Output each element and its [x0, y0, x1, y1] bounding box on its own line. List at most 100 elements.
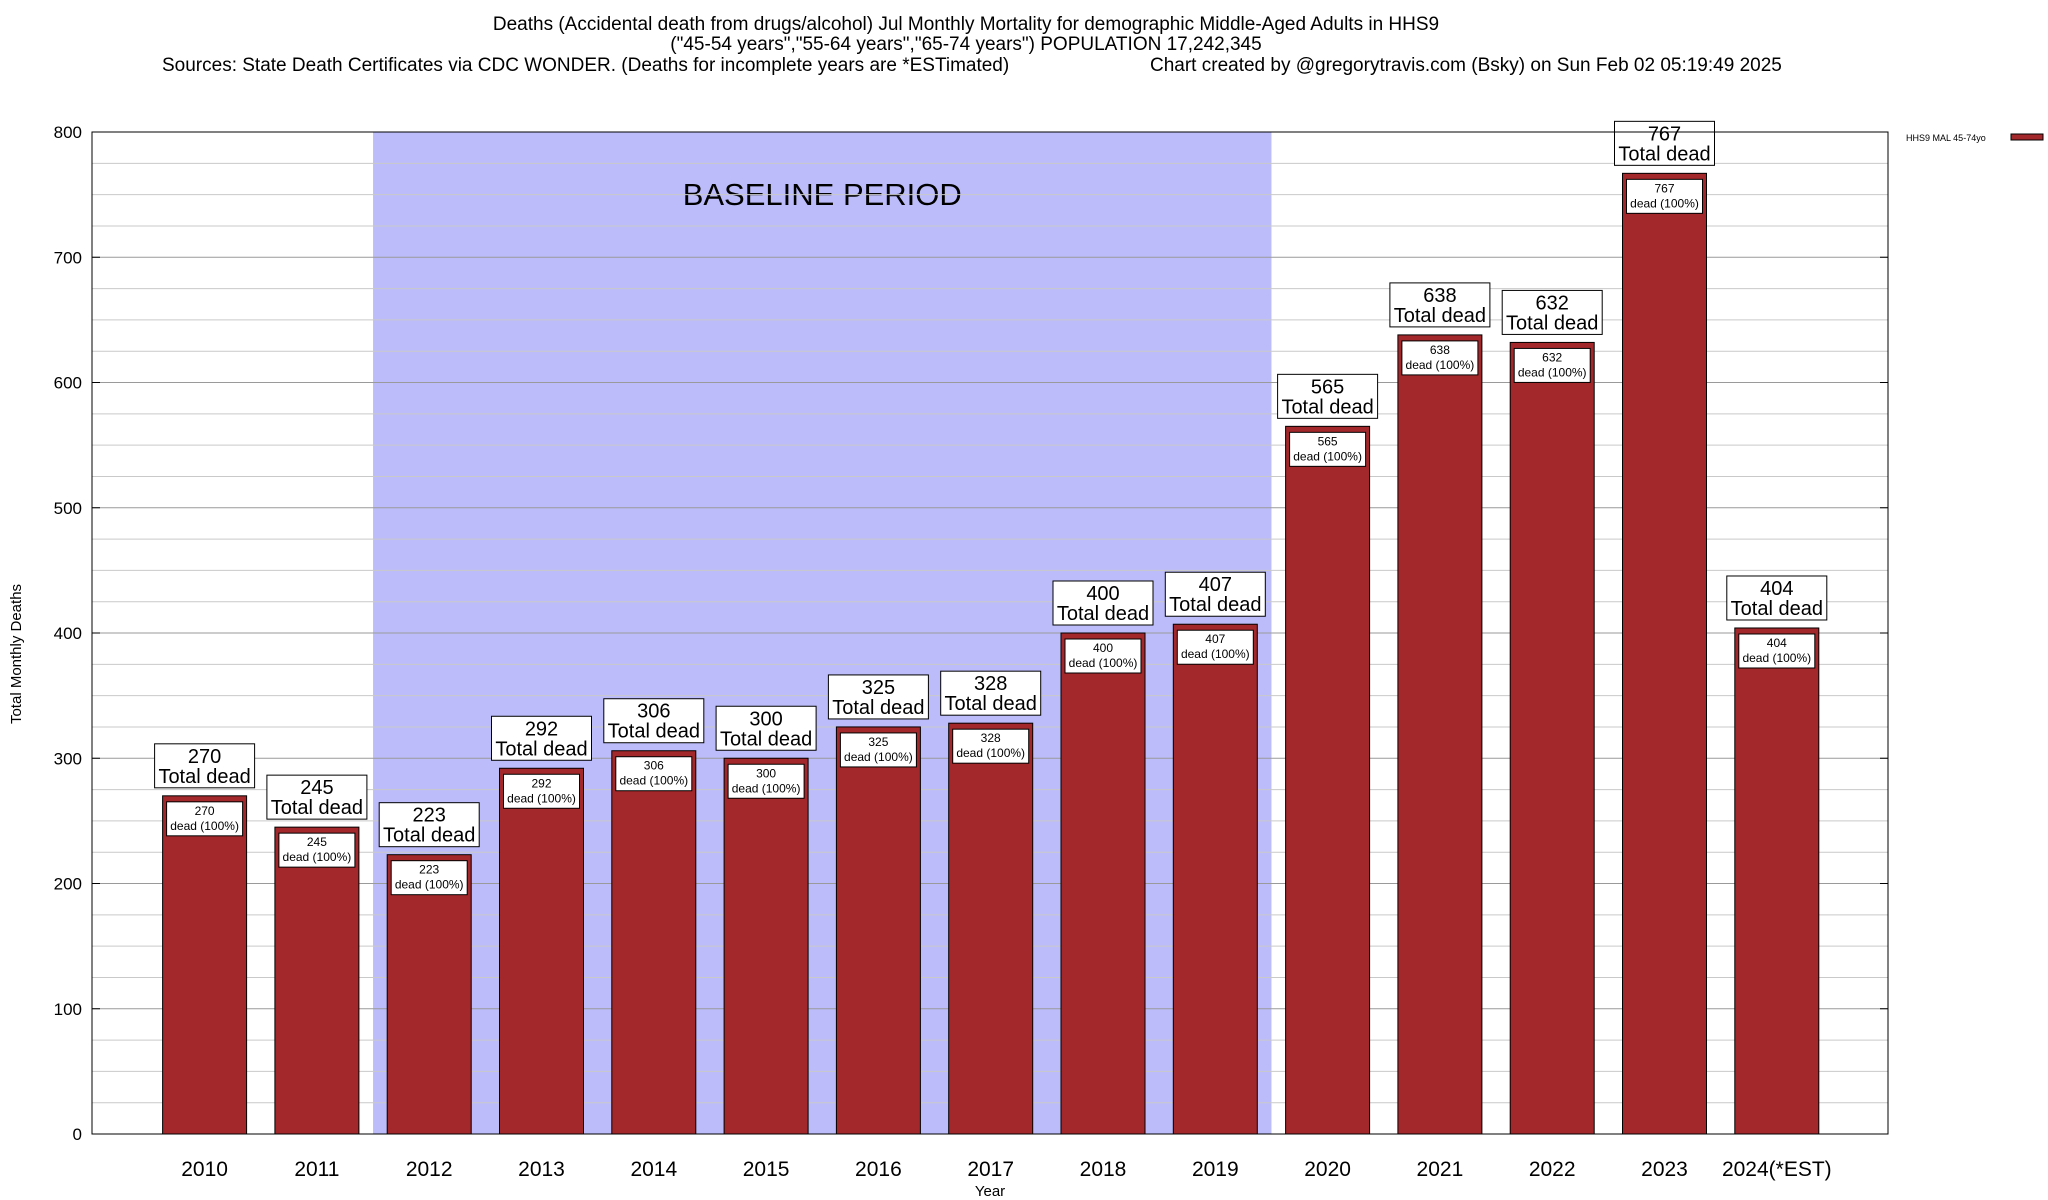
bar	[835, 726, 921, 1135]
total-label-value: 328	[974, 673, 1007, 695]
inner-label-text: dead (100%)	[844, 750, 913, 764]
total-label-value: 400	[1086, 583, 1119, 605]
x-tick-label: 2024(*EST)	[1722, 1158, 1832, 1181]
inner-label-text: dead (100%)	[1742, 651, 1811, 665]
x-tick-label: 2011	[294, 1158, 339, 1181]
inner-label-value: 223	[419, 863, 439, 877]
total-label-text: Total dead	[1057, 603, 1149, 625]
total-label-value: 223	[413, 805, 446, 827]
inner-label-value: 767	[1654, 181, 1674, 195]
y-tick-label: 300	[54, 749, 82, 768]
total-label-box	[266, 774, 368, 820]
total-label-text: Total dead	[945, 693, 1037, 715]
inner-label-value: 565	[1318, 434, 1338, 448]
total-label-value: 325	[862, 677, 895, 699]
total-label-box	[1164, 571, 1266, 617]
bar	[1285, 425, 1371, 1135]
x-tick-label: 2017	[967, 1158, 1014, 1181]
inner-label-box	[952, 728, 1030, 764]
x-tick-label: 2016	[855, 1158, 902, 1181]
y-tick-label: 800	[54, 123, 82, 142]
x-tick-label: 2018	[1080, 1158, 1127, 1181]
y-tick-label: 400	[54, 624, 82, 643]
x-tick-label: 2012	[406, 1158, 453, 1181]
total-label-box	[1389, 282, 1491, 328]
inner-label-value: 400	[1093, 641, 1113, 655]
chart-title-line-2: ("45-54 years","55-64 years","65-74 year…	[670, 34, 1261, 55]
total-label-box	[715, 705, 817, 751]
y-axis-title: Total Monthly Deaths	[8, 584, 25, 724]
bar	[1509, 341, 1595, 1135]
y-tick-label: 100	[54, 1000, 82, 1019]
bar	[1734, 627, 1820, 1135]
inner-label-text: dead (100%)	[283, 850, 352, 864]
inner-label-box	[166, 801, 244, 837]
inner-label-text: dead (100%)	[170, 819, 239, 833]
inner-label-value: 292	[531, 776, 551, 790]
total-label-box	[154, 743, 256, 789]
y-tick-label: 200	[54, 875, 82, 894]
chart-title-line-1: Deaths (Accidental death from drugs/alco…	[493, 14, 1439, 35]
inner-label-box	[1738, 633, 1816, 669]
inner-label-box	[1513, 347, 1591, 383]
total-label-value: 245	[300, 777, 333, 799]
total-label-box	[1726, 575, 1828, 621]
total-label-box	[1614, 120, 1715, 166]
total-label-text: Total dead	[832, 697, 924, 719]
bar	[386, 854, 472, 1135]
inner-label-text: dead (100%)	[1630, 196, 1699, 210]
total-label-text: Total dead	[608, 721, 700, 743]
inner-label-text: dead (100%)	[1406, 358, 1475, 372]
inner-label-value: 306	[644, 759, 664, 773]
total-label-value: 407	[1199, 574, 1232, 596]
bar	[611, 750, 697, 1135]
inner-label-box	[615, 756, 693, 792]
total-label-text: Total dead	[158, 766, 250, 788]
inner-label-box	[390, 860, 468, 896]
legend: HHS9 MAL 45-74yo	[1906, 133, 2044, 143]
total-label-text: Total dead	[383, 825, 475, 847]
total-label-box	[603, 698, 705, 744]
inner-label-box	[839, 732, 917, 768]
total-label-text: Total dead	[720, 728, 812, 750]
total-label-text: Total dead	[271, 797, 363, 819]
chart-source-text: Sources: State Death Certificates via CD…	[162, 55, 1009, 76]
total-label-text: Total dead	[1506, 312, 1598, 334]
total-label-box	[1052, 580, 1154, 626]
total-label-value: 270	[188, 746, 221, 768]
bar	[1622, 172, 1707, 1135]
bar	[499, 767, 584, 1135]
total-label-value: 300	[749, 708, 782, 730]
bar	[162, 795, 248, 1135]
inner-label-box	[1064, 638, 1142, 674]
x-tick-label: 2020	[1304, 1158, 1351, 1181]
inner-label-text: dead (100%)	[1293, 449, 1362, 463]
total-label-value: 306	[637, 701, 670, 723]
total-label-box	[378, 802, 480, 848]
y-axis-ticks: 0 100 200 300 400 500 600 700 800	[54, 123, 1888, 1144]
inner-label-text: dead (100%)	[619, 774, 688, 788]
x-tick-label: 2014	[630, 1158, 677, 1181]
y-tick-label: 500	[54, 499, 82, 518]
inner-label-text: dead (100%)	[732, 781, 801, 795]
x-tick-label: 2021	[1417, 1158, 1464, 1181]
plot-frame	[91, 131, 1889, 1135]
x-tick-label: 2023	[1641, 1158, 1688, 1181]
x-tick-label: 2019	[1192, 1158, 1239, 1181]
x-axis-ticks: 2010 2011 2012 2013 2014 2015 2016 2017 2018 2019…	[181, 1158, 1831, 1181]
chart-credit-text: Chart created by @gregorytravis.com (Bsk…	[1150, 55, 1782, 76]
inner-label-value: 632	[1542, 350, 1562, 364]
inner-label-text: dead (100%)	[1518, 365, 1587, 379]
total-label-value: 292	[525, 718, 558, 740]
inner-label-value: 638	[1430, 343, 1450, 357]
x-tick-label: 2013	[518, 1158, 565, 1181]
inner-label-value: 300	[756, 766, 776, 780]
inner-label-value: 404	[1767, 636, 1787, 650]
inner-label-text: dead (100%)	[956, 746, 1025, 760]
total-label-text: Total dead	[1281, 396, 1373, 418]
x-tick-label: 2022	[1529, 1158, 1576, 1181]
total-label-value: 632	[1536, 292, 1569, 314]
x-axis-title: Year	[975, 1183, 1005, 1200]
